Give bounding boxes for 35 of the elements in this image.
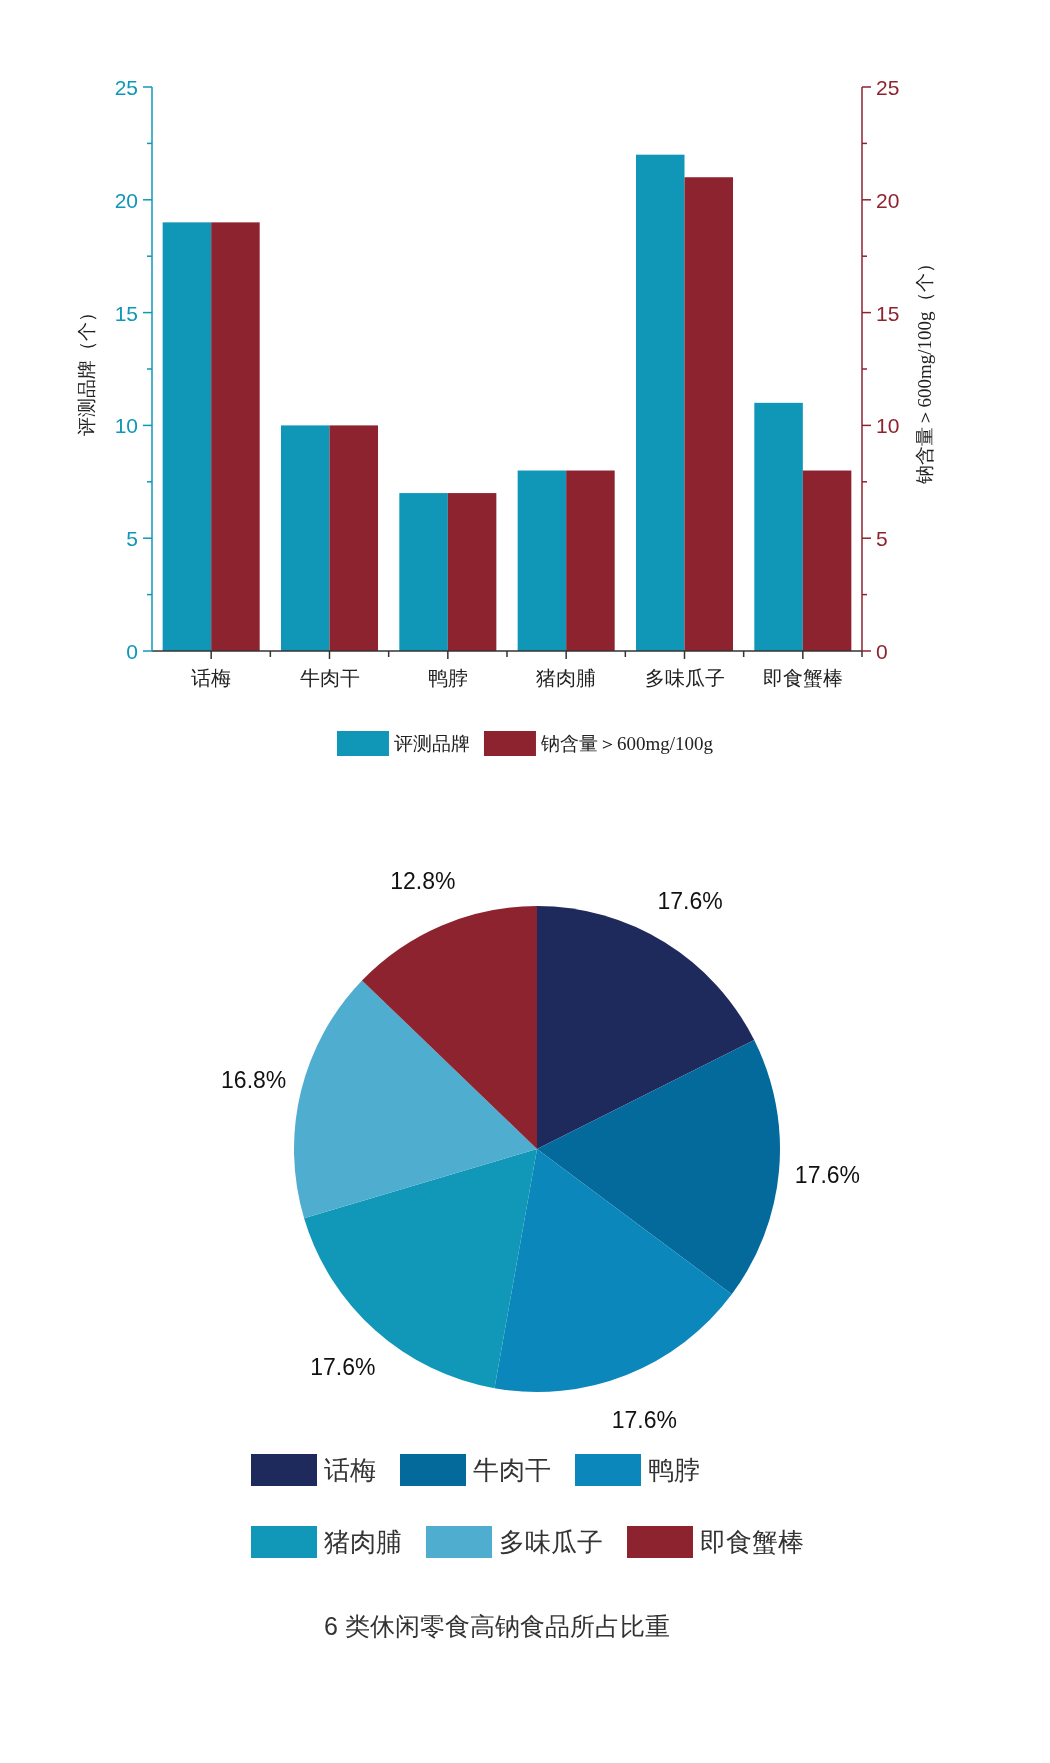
data-label: 12.8% (390, 867, 456, 894)
y-tick-label: 5 (126, 526, 138, 550)
y-tick-label: 10 (114, 413, 138, 437)
y2-tick-label: 0 (876, 639, 888, 663)
legend-label: 多味瓜子 (499, 1527, 603, 1557)
legend-label: 即食蟹棒 (700, 1527, 804, 1557)
x-tick-label: 鸭脖 (427, 667, 468, 689)
legend-label: 话梅 (324, 1455, 376, 1485)
y-axis-title: 评测品牌（个） (75, 302, 97, 436)
x-tick-label: 猪肉脯 (536, 667, 597, 689)
legend-label: 钠含量＞600mg/100g (539, 732, 714, 754)
x-tick-label: 多味瓜子 (644, 667, 725, 689)
data-label: 17.6% (657, 887, 723, 914)
y2-tick-label: 25 (876, 75, 900, 99)
y-tick-label: 25 (114, 75, 138, 99)
x-tick-label: 即食蟹棒 (762, 667, 843, 689)
y2-tick-label: 10 (876, 413, 900, 437)
data-label: 17.6% (310, 1353, 376, 1380)
y-tick-label: 20 (114, 188, 138, 212)
legend-label: 评测品牌 (393, 732, 470, 754)
data-label: 17.6% (611, 1407, 677, 1434)
y2-tick-label: 5 (876, 526, 888, 550)
y-tick-label: 0 (126, 639, 138, 663)
y2-tick-label: 15 (876, 301, 900, 325)
legend-label: 牛肉干 (473, 1455, 551, 1485)
legend-label: 鸭脖 (648, 1455, 700, 1485)
text: 6 类休闲零食高钠食品所占比重 (324, 1612, 670, 1640)
y-tick-label: 15 (114, 301, 138, 325)
x-tick-label: 牛肉干 (299, 667, 360, 689)
data-label: 17.6% (794, 1161, 861, 1188)
y2-axis-title: 钠含量＞600mg/100g（个） (913, 254, 935, 485)
x-tick-label: 话梅 (191, 667, 232, 689)
y2-tick-label: 20 (876, 188, 900, 212)
data-label: 16.8% (221, 1067, 287, 1094)
legend-label: 猪肉脯 (324, 1527, 402, 1557)
